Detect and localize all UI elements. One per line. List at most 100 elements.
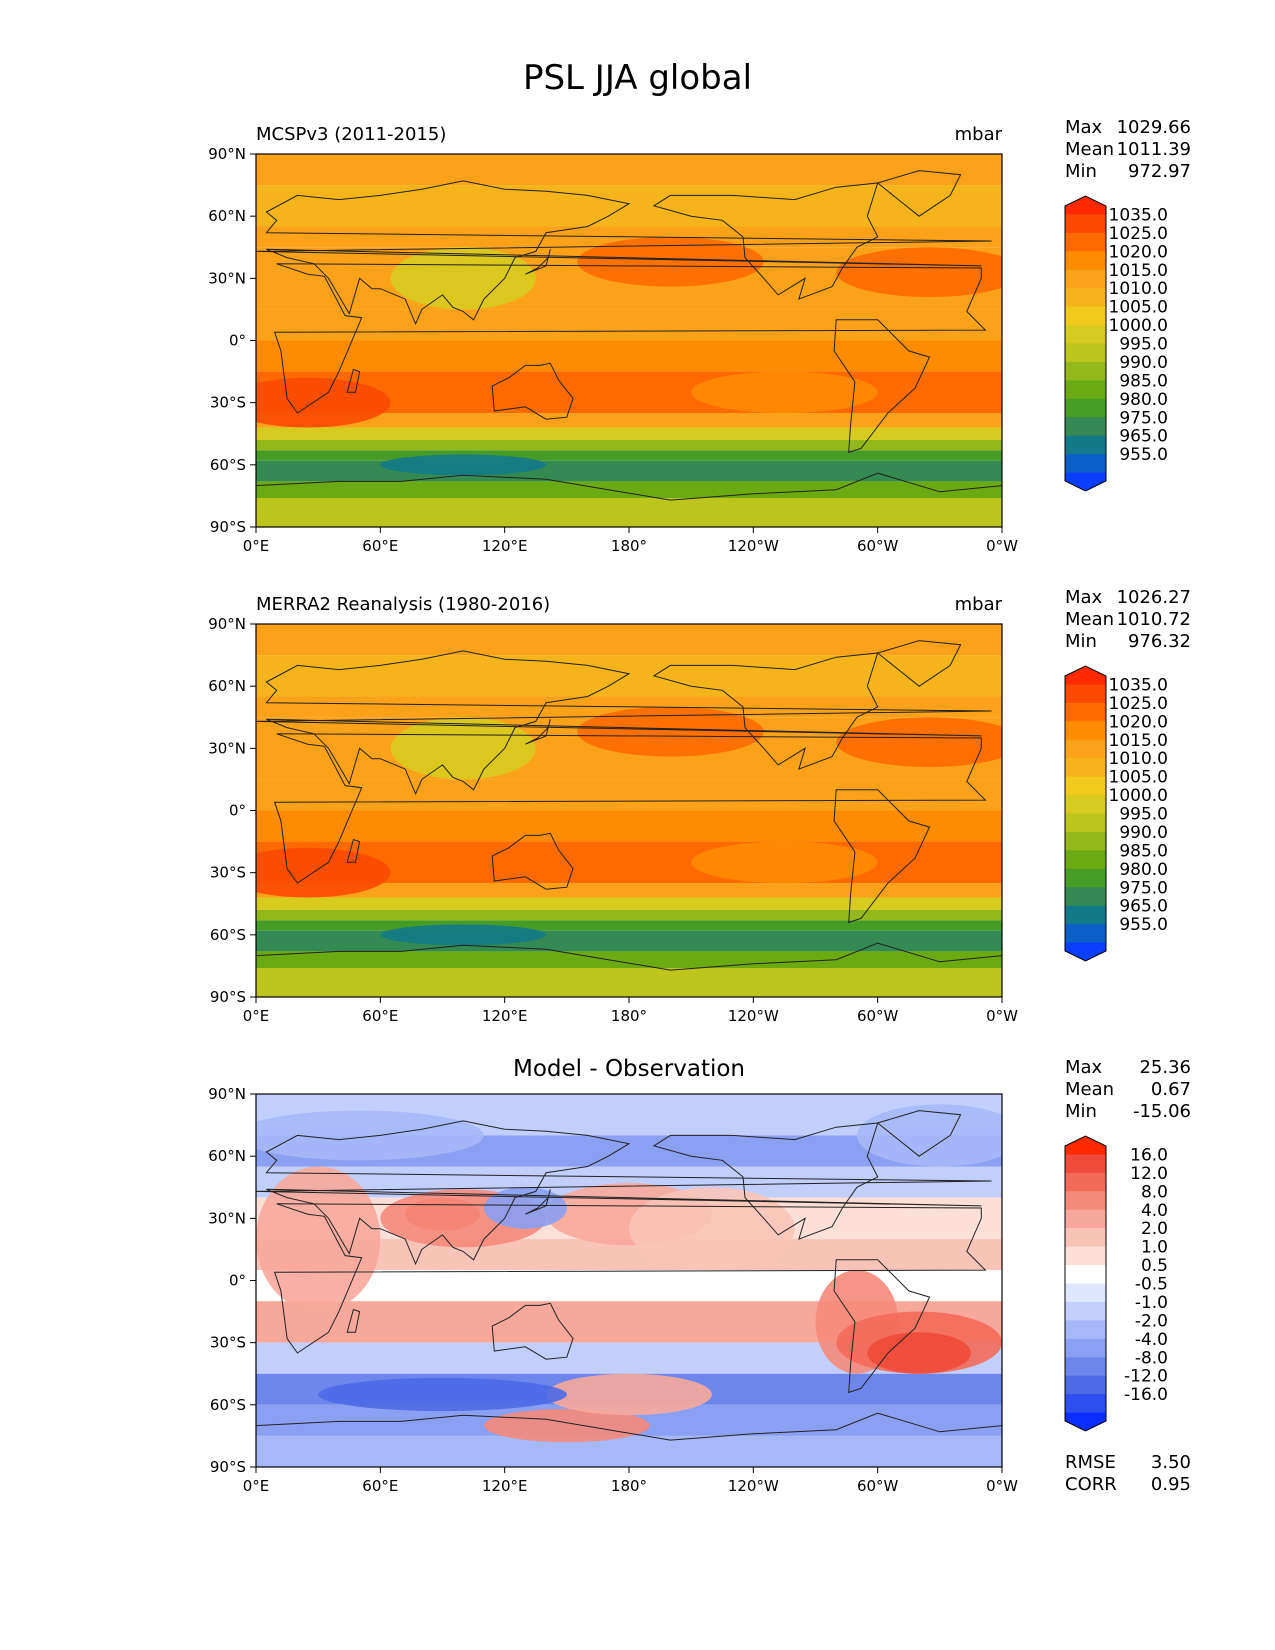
y-tick-label: 60°S bbox=[210, 456, 246, 474]
colorbar-tick-label: 955.0 bbox=[1119, 915, 1168, 935]
y-tick-label: 90°S bbox=[210, 1458, 246, 1476]
stat-max-label: Max bbox=[1065, 587, 1103, 608]
colorbar-tick-label: 1025.0 bbox=[1109, 694, 1168, 714]
colorbar-tick-label: 975.0 bbox=[1119, 878, 1168, 898]
colorbar-tick-label: 2.0 bbox=[1141, 1219, 1168, 1239]
colorbar-tick-label: 1010.0 bbox=[1109, 749, 1168, 769]
x-tick-label: 60°E bbox=[362, 537, 398, 555]
colorbar-tick-label: 16.0 bbox=[1130, 1145, 1168, 1165]
y-tick-label: 60°S bbox=[210, 926, 246, 944]
x-tick-label: 0°W bbox=[986, 537, 1018, 555]
colorbar-segment bbox=[1065, 795, 1106, 814]
colorbar-segment bbox=[1065, 739, 1106, 759]
colorbar-tick-label: 1020.0 bbox=[1109, 712, 1168, 732]
colorbar-tick-label: 965.0 bbox=[1119, 427, 1168, 447]
colorbar-segment bbox=[1065, 251, 1106, 271]
colorbar-segment bbox=[1065, 472, 1106, 491]
pressure-field bbox=[256, 624, 1002, 997]
colorbar-segment bbox=[1065, 868, 1106, 888]
pressure-field bbox=[256, 1094, 1002, 1467]
y-tick-label: 30°S bbox=[210, 394, 246, 412]
colorbar-segment bbox=[1065, 924, 1106, 944]
stat-mean-label: Mean bbox=[1065, 139, 1115, 160]
x-tick-label: 120°W bbox=[728, 1477, 779, 1495]
stat-mean-value: 0.67 bbox=[1150, 1079, 1191, 1100]
colorbar-segment bbox=[1065, 702, 1106, 722]
colorbar-segment bbox=[1065, 850, 1106, 870]
x-tick-label: 120°E bbox=[482, 537, 528, 555]
x-tick-label: 180° bbox=[611, 537, 647, 555]
stat-max-value: 1029.66 bbox=[1116, 117, 1191, 138]
colorbar-segment bbox=[1065, 1338, 1106, 1358]
colorbar-segment bbox=[1065, 417, 1106, 437]
x-tick-label: 0°W bbox=[986, 1477, 1018, 1495]
x-tick-label: 0°E bbox=[243, 1477, 270, 1495]
colorbar-tick-label: 0.5 bbox=[1141, 1256, 1168, 1276]
coastline bbox=[833, 1259, 931, 1394]
panel-units: mbar bbox=[954, 594, 1002, 615]
coastline bbox=[876, 1110, 962, 1157]
colorbar-tick-label: 995.0 bbox=[1119, 805, 1168, 825]
colorbar-segment bbox=[1065, 1172, 1106, 1192]
stat-rmse-label: RMSE bbox=[1065, 1452, 1116, 1473]
colorbar-outline bbox=[1064, 195, 1107, 492]
colorbar-segment bbox=[1065, 288, 1106, 308]
colorbar-segment bbox=[1065, 398, 1106, 418]
panel-units: mbar bbox=[954, 124, 1002, 145]
colorbar-segment bbox=[1065, 343, 1106, 363]
stat-max-label: Max bbox=[1065, 117, 1103, 138]
colorbar-segment bbox=[1065, 1265, 1106, 1284]
pressure-field bbox=[256, 154, 1002, 527]
colorbar-tick-label: 1025.0 bbox=[1109, 224, 1168, 244]
y-tick-label: 0° bbox=[229, 802, 246, 820]
colorbar-segment bbox=[1065, 196, 1106, 215]
y-tick-label: 30°N bbox=[208, 1209, 246, 1227]
coastline bbox=[876, 640, 962, 687]
colorbar-tick-label: 985.0 bbox=[1119, 841, 1168, 861]
colorbar-tick-label: 975.0 bbox=[1119, 408, 1168, 428]
colorbar-tick-label: 1005.0 bbox=[1109, 768, 1168, 788]
colorbar-tick-label: 1015.0 bbox=[1109, 261, 1168, 281]
colorbar-tick-label: -1.0 bbox=[1135, 1293, 1168, 1313]
stat-mean-label: Mean bbox=[1065, 609, 1115, 630]
coastlines bbox=[256, 640, 1002, 997]
coastline bbox=[652, 182, 879, 300]
colorbar-segment bbox=[1065, 776, 1106, 796]
colorbar-outline bbox=[1064, 665, 1107, 962]
colorbar-segment bbox=[1065, 1246, 1106, 1266]
coastline bbox=[652, 652, 879, 770]
panel-obs: MERRA2 Reanalysis (1980-2016) mbar 90°N 6… bbox=[0, 470, 1275, 1025]
y-tick-label: 60°N bbox=[208, 1147, 246, 1165]
colorbar-tick-label: 980.0 bbox=[1119, 860, 1168, 880]
colorbar-segment bbox=[1065, 325, 1106, 344]
colorbar-segment bbox=[1065, 454, 1106, 474]
stat-rmse-value: 3.50 bbox=[1150, 1452, 1191, 1473]
colorbar-tick-label: 12.0 bbox=[1130, 1164, 1168, 1184]
coastlines bbox=[256, 170, 1002, 527]
figure-title: PSL JJA global bbox=[522, 58, 753, 98]
colorbar-segment bbox=[1065, 306, 1106, 326]
colorbar-tick-label: 980.0 bbox=[1119, 390, 1168, 410]
coastline bbox=[346, 1308, 361, 1333]
y-tick-label: 90°N bbox=[208, 615, 246, 633]
colorbar-segment bbox=[1065, 905, 1106, 925]
panel-diff: Model - Observation 90°N 60°N 30°N 0° 30°S 60… bbox=[0, 940, 1275, 1500]
coastline bbox=[256, 650, 992, 796]
colorbar-segment bbox=[1065, 887, 1106, 907]
coastline bbox=[876, 170, 962, 217]
coastline bbox=[346, 838, 361, 863]
stat-min-value: 976.32 bbox=[1128, 631, 1191, 652]
coastline bbox=[256, 180, 992, 326]
y-tick-label: 60°N bbox=[208, 207, 246, 225]
coastline bbox=[525, 249, 551, 275]
coastlines bbox=[256, 1110, 1002, 1467]
coastline bbox=[491, 362, 574, 420]
colorbar-outline bbox=[1064, 1135, 1107, 1432]
colorbar-tick-label: -2.0 bbox=[1135, 1311, 1168, 1331]
x-tick-label: 180° bbox=[611, 1477, 647, 1495]
colorbar-tick-label: 990.0 bbox=[1119, 823, 1168, 843]
y-tick-label: 0° bbox=[229, 1272, 246, 1290]
coastline bbox=[256, 472, 1002, 527]
x-tick-label: 60°E bbox=[362, 1007, 398, 1025]
colorbar-tick-label: 1000.0 bbox=[1109, 786, 1168, 806]
